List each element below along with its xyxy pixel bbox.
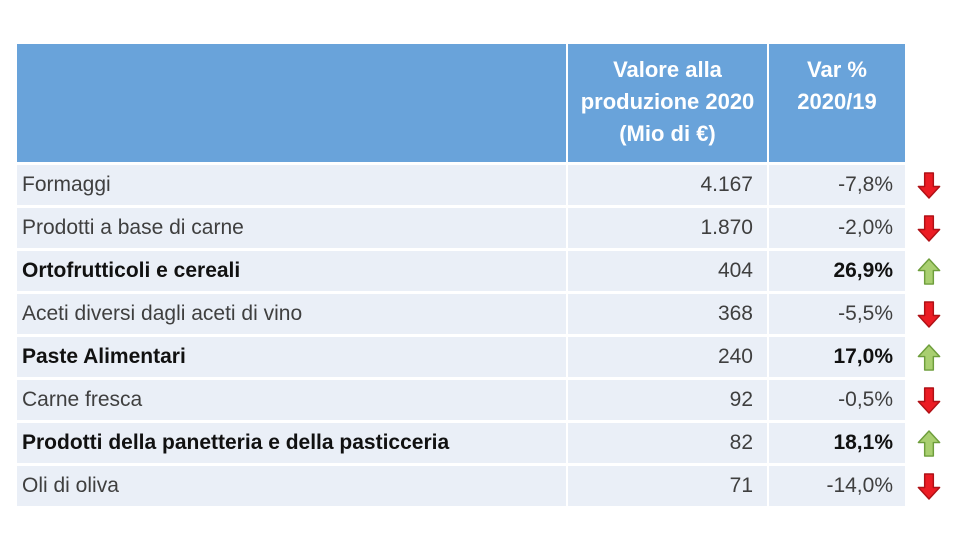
row-value: 71 [568, 466, 769, 506]
row-var-percent: -7,8% [769, 165, 905, 205]
table-row: Prodotti della panetteria e della pastic… [17, 423, 953, 463]
table-row: Carne fresca 92 -0,5% [17, 380, 953, 420]
row-value: 92 [568, 380, 769, 420]
row-var-percent: 18,1% [769, 423, 905, 463]
row-value: 4.167 [568, 165, 769, 205]
table-header: Valore alla produzione 2020 (Mio di €) V… [17, 44, 953, 162]
trend-arrow-cell [905, 165, 953, 205]
arrow-down-icon [917, 472, 941, 500]
row-value: 82 [568, 423, 769, 463]
row-label: Carne fresca [17, 380, 568, 420]
row-label: Aceti diversi dagli aceti di vino [17, 294, 568, 334]
trend-arrow-cell [905, 294, 953, 334]
trend-arrow-cell [905, 337, 953, 377]
trend-arrow-cell [905, 208, 953, 248]
row-label: Prodotti della panetteria e della pastic… [17, 423, 568, 463]
arrow-down-icon [917, 386, 941, 414]
arrow-up-icon [917, 343, 941, 371]
arrow-down-icon [917, 214, 941, 242]
row-label: Ortofrutticoli e cereali [17, 251, 568, 291]
header-var-column: Var % 2020/19 [769, 44, 905, 162]
arrow-up-icon [917, 429, 941, 457]
arrow-down-icon [917, 171, 941, 199]
trend-arrow-cell [905, 380, 953, 420]
row-var-percent: -5,5% [769, 294, 905, 334]
row-label: Paste Alimentari [17, 337, 568, 377]
table-row: Prodotti a base di carne 1.870 -2,0% [17, 208, 953, 248]
header-label-column [17, 44, 568, 162]
table-body: Formaggi 4.167 -7,8% Prodotti a base di … [17, 165, 953, 506]
row-value: 404 [568, 251, 769, 291]
trend-arrow-cell [905, 466, 953, 506]
table-row: Aceti diversi dagli aceti di vino 368 -5… [17, 294, 953, 334]
products-table: Valore alla produzione 2020 (Mio di €) V… [17, 44, 953, 506]
header-arrow-gutter [905, 44, 953, 162]
row-value: 368 [568, 294, 769, 334]
arrow-down-icon [917, 300, 941, 328]
trend-arrow-cell [905, 251, 953, 291]
row-value: 1.870 [568, 208, 769, 248]
row-var-percent: -0,5% [769, 380, 905, 420]
trend-arrow-cell [905, 423, 953, 463]
header-value-column: Valore alla produzione 2020 (Mio di €) [568, 44, 769, 162]
row-label: Formaggi [17, 165, 568, 205]
row-label: Prodotti a base di carne [17, 208, 568, 248]
table-row: Oli di oliva 71 -14,0% [17, 466, 953, 506]
row-var-percent: -14,0% [769, 466, 905, 506]
row-value: 240 [568, 337, 769, 377]
row-var-percent: 26,9% [769, 251, 905, 291]
row-var-percent: -2,0% [769, 208, 905, 248]
arrow-up-icon [917, 257, 941, 285]
table-row: Paste Alimentari 240 17,0% [17, 337, 953, 377]
table-row: Formaggi 4.167 -7,8% [17, 165, 953, 205]
row-var-percent: 17,0% [769, 337, 905, 377]
table-row: Ortofrutticoli e cereali 404 26,9% [17, 251, 953, 291]
row-label: Oli di oliva [17, 466, 568, 506]
